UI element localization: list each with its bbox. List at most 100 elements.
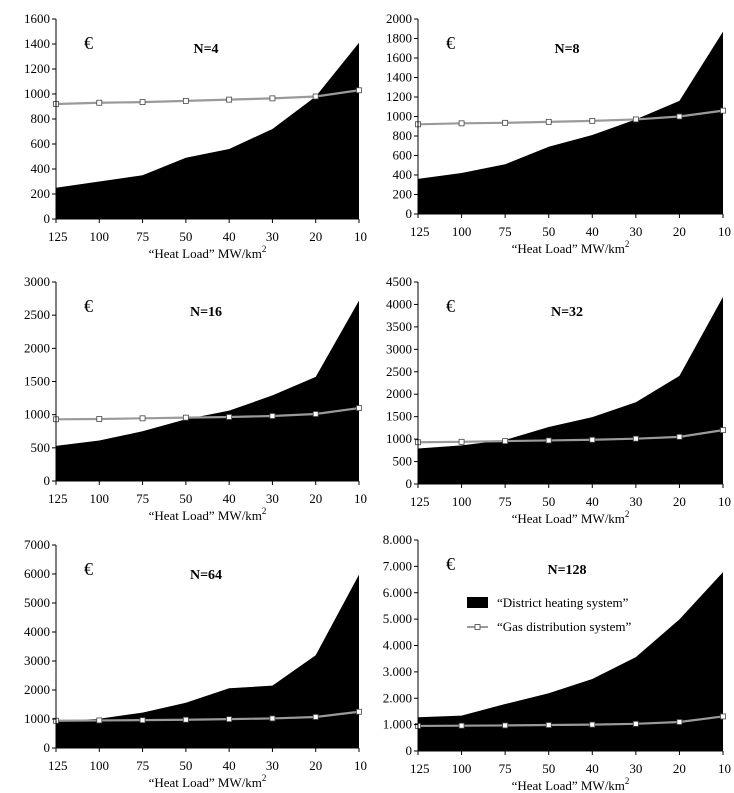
y-tick-label: 2000 bbox=[386, 11, 412, 26]
x-tick-label: 20 bbox=[673, 494, 686, 509]
x-axis-label: “Heat Load” MW/km2 bbox=[149, 244, 267, 261]
y-tick-label: 8.000 bbox=[383, 532, 412, 547]
district-heating-area bbox=[418, 572, 723, 751]
y-tick-label: 3.000 bbox=[383, 664, 412, 679]
gas-distribution-marker bbox=[458, 722, 465, 729]
x-tick-label: 100 bbox=[90, 229, 110, 244]
gas-distribution-marker bbox=[312, 411, 319, 417]
y-tick-label: 2000 bbox=[24, 682, 50, 697]
x-tick-label: 125 bbox=[410, 224, 430, 239]
currency-unit-label: € bbox=[446, 296, 455, 316]
gas-distribution-marker bbox=[632, 435, 639, 442]
legend-swatch-district-heating bbox=[467, 597, 488, 608]
currency-unit-label: € bbox=[446, 554, 455, 574]
gas-distribution-marker bbox=[589, 436, 596, 443]
gas-distribution-marker bbox=[356, 87, 362, 94]
y-tick-label: 3500 bbox=[386, 319, 412, 334]
gas-distribution-marker bbox=[676, 433, 683, 440]
y-tick-label: 5.000 bbox=[383, 611, 412, 626]
x-tick-label: 50 bbox=[179, 491, 192, 506]
gas-distribution-marker bbox=[589, 721, 596, 728]
x-tick-label: 20 bbox=[673, 761, 686, 776]
x-tick-label: 125 bbox=[410, 761, 430, 776]
y-tick-label: 7000 bbox=[24, 537, 50, 552]
gas-distribution-marker bbox=[458, 438, 465, 445]
x-tick-label: 75 bbox=[136, 491, 149, 506]
x-tick-label: 30 bbox=[266, 491, 279, 506]
gas-distribution-marker bbox=[632, 116, 639, 123]
y-tick-label: 400 bbox=[31, 161, 51, 176]
x-tick-label: 75 bbox=[499, 494, 512, 509]
currency-unit-label: € bbox=[446, 33, 455, 53]
gas-distribution-marker bbox=[226, 716, 233, 723]
y-tick-label: 2.000 bbox=[383, 690, 412, 705]
gas-distribution-marker bbox=[632, 720, 639, 727]
gas-distribution-marker bbox=[269, 715, 276, 722]
x-tick-label: 40 bbox=[586, 494, 599, 509]
gas-distribution-marker bbox=[545, 722, 552, 728]
y-tick-label: 1.000 bbox=[383, 717, 412, 732]
y-tick-label: 2500 bbox=[386, 364, 412, 379]
y-tick-label: 1200 bbox=[386, 89, 412, 104]
y-tick-label: 600 bbox=[393, 148, 413, 163]
currency-unit-label: € bbox=[84, 33, 93, 53]
gas-distribution-marker bbox=[182, 414, 189, 421]
y-tick-label: 1000 bbox=[24, 711, 50, 726]
x-tick-label: 100 bbox=[90, 758, 110, 773]
gas-distribution-marker bbox=[502, 438, 509, 445]
gas-distribution-line bbox=[55, 406, 360, 421]
x-tick-label: 100 bbox=[90, 491, 110, 506]
x-tick-label: 40 bbox=[223, 758, 236, 773]
x-tick-label: 40 bbox=[586, 224, 599, 239]
x-tick-label: 125 bbox=[410, 494, 430, 509]
chart-title: N=16 bbox=[190, 305, 222, 320]
x-axis-label: “Heat Load” MW/km2 bbox=[512, 776, 630, 793]
currency-unit-label: € bbox=[84, 559, 93, 579]
y-tick-label: 200 bbox=[31, 186, 51, 201]
x-axis-label: “Heat Load” MW/km2 bbox=[512, 509, 630, 526]
x-tick-label: 50 bbox=[179, 229, 192, 244]
x-tick-label: 40 bbox=[223, 229, 236, 244]
y-tick-label: 1600 bbox=[24, 11, 50, 26]
x-tick-label: 20 bbox=[309, 229, 322, 244]
y-tick-label: 3000 bbox=[24, 653, 50, 668]
gas-distribution-line bbox=[417, 715, 724, 728]
district-heating-area bbox=[56, 574, 359, 748]
y-tick-label: 0 bbox=[44, 211, 51, 226]
y-tick-label: 3000 bbox=[24, 274, 50, 289]
y-tick-label: 400 bbox=[393, 167, 413, 182]
y-tick-label: 1500 bbox=[24, 374, 50, 389]
x-tick-label: 75 bbox=[499, 224, 512, 239]
gas-distribution-marker bbox=[139, 99, 146, 106]
y-tick-label: 0 bbox=[406, 476, 413, 491]
x-axis-label-superscript: 2 bbox=[262, 244, 267, 254]
gas-distribution-marker bbox=[458, 120, 465, 127]
gas-distribution-line bbox=[55, 710, 360, 722]
gas-distribution-marker bbox=[502, 722, 509, 729]
x-tick-label: 75 bbox=[136, 229, 149, 244]
y-tick-label: 6.000 bbox=[383, 585, 412, 600]
legend-label-district-heating: “District heating system” bbox=[497, 595, 629, 610]
gas-distribution-marker bbox=[545, 437, 552, 444]
gas-distribution-marker bbox=[676, 719, 683, 725]
y-tick-label: 2500 bbox=[24, 307, 50, 322]
legend-swatch-gas-marker bbox=[474, 624, 481, 630]
chart-title: N=128 bbox=[547, 563, 586, 578]
x-tick-label: 30 bbox=[629, 224, 642, 239]
x-tick-label: 125 bbox=[48, 229, 68, 244]
y-tick-label: 1000 bbox=[386, 109, 412, 124]
gas-distribution-marker bbox=[545, 118, 552, 125]
x-tick-label: 10 bbox=[718, 761, 731, 776]
x-axis-label: “Heat Load” MW/km2 bbox=[149, 773, 267, 790]
gas-distribution-line bbox=[417, 109, 724, 126]
y-tick-label: 6000 bbox=[24, 566, 50, 581]
chart-panel-3: 0 500 1000 1500 2000 2500 3000 125 100 75 50 40 30 20… bbox=[24, 274, 367, 523]
chart-title: N=64 bbox=[190, 568, 222, 583]
x-tick-label: 40 bbox=[586, 761, 599, 776]
gas-distribution-marker bbox=[676, 113, 683, 120]
y-tick-label: 1000 bbox=[386, 431, 412, 446]
y-tick-label: 1200 bbox=[24, 61, 50, 76]
y-tick-label: 1400 bbox=[24, 36, 50, 51]
x-tick-label: 30 bbox=[266, 229, 279, 244]
y-tick-label: 1500 bbox=[386, 409, 412, 424]
